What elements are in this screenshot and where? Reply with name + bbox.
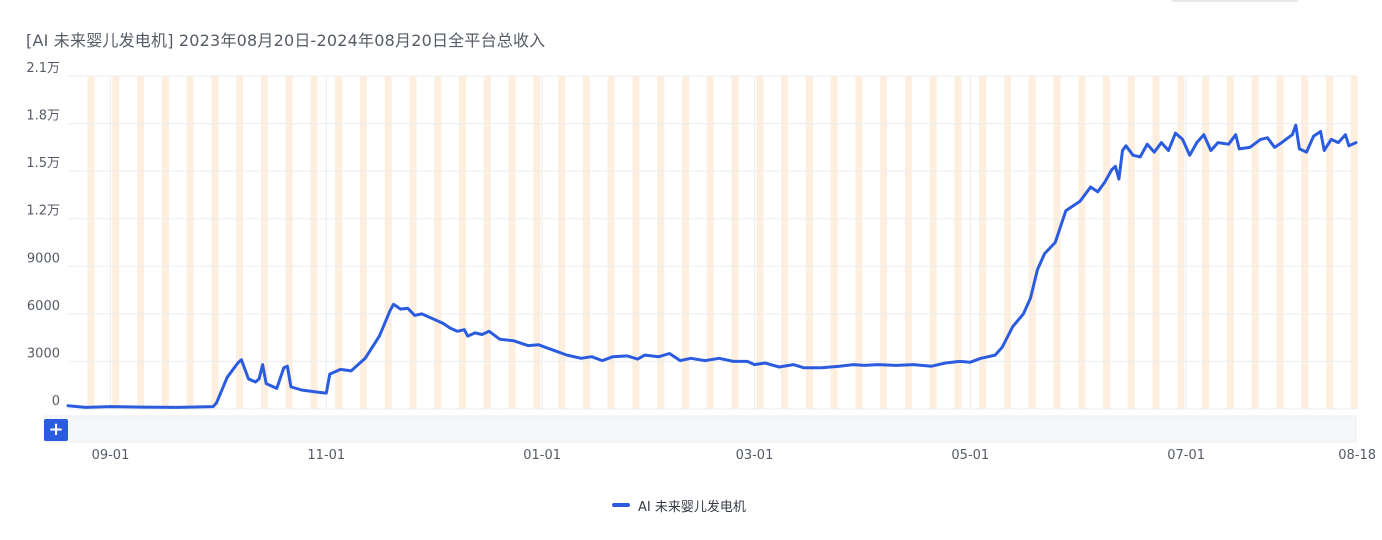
series-group xyxy=(66,123,1358,409)
y-tick-label: 1.2万 xyxy=(26,204,60,219)
x-tick-label: 01-01 xyxy=(523,448,561,463)
weekend-band xyxy=(508,76,516,409)
weekend-band xyxy=(731,76,739,409)
y-tick-label: 0 xyxy=(52,394,60,409)
y-tick-label: 6000 xyxy=(27,299,60,314)
weekend-band xyxy=(211,76,219,409)
y-tick-label: 1.8万 xyxy=(26,109,60,124)
weekend-bands xyxy=(87,76,1358,409)
weekend-band xyxy=(632,76,640,409)
weekend-band xyxy=(1028,76,1036,409)
weekend-band xyxy=(657,76,665,409)
weekend-band xyxy=(607,76,615,409)
x-tick-label: 05-01 xyxy=(951,448,989,463)
series-line xyxy=(66,123,1358,409)
weekend-band xyxy=(310,76,318,409)
weekend-band xyxy=(1053,76,1061,409)
weekend-band xyxy=(1078,76,1086,409)
weekend-band xyxy=(1251,76,1259,409)
weekend-band xyxy=(533,76,541,409)
weekend-band xyxy=(756,76,764,409)
legend-swatch xyxy=(612,503,630,507)
weekend-band xyxy=(1127,76,1135,409)
weekend-band xyxy=(805,76,813,409)
weekend-band xyxy=(384,76,392,409)
weekend-band xyxy=(830,76,838,409)
weekend-band xyxy=(979,76,987,409)
x-tick-label: 07-01 xyxy=(1167,448,1205,463)
x-tick-label: 08-18 xyxy=(1338,448,1376,463)
y-tick-label: 1.5万 xyxy=(26,156,60,171)
chart-title: [AI 未来婴儿发电机] 2023年08月20日-2024年08月20日全平台总… xyxy=(26,31,546,50)
weekend-band xyxy=(1350,76,1358,409)
y-tick-label: 3000 xyxy=(27,346,60,361)
y-tick-label: 2.1万 xyxy=(26,61,60,76)
weekend-band xyxy=(681,76,689,409)
x-tick-label: 03-01 xyxy=(736,448,774,463)
x-tick-label: 09-01 xyxy=(92,448,130,463)
weekend-band xyxy=(1301,76,1309,409)
zoom-in-button[interactable]: + xyxy=(44,419,68,441)
weekend-band xyxy=(161,76,169,409)
weekend-band xyxy=(87,76,95,409)
weekend-band xyxy=(954,76,962,409)
weekend-band xyxy=(335,76,343,409)
weekend-band xyxy=(582,76,590,409)
weekend-band xyxy=(285,76,293,409)
weekend-band xyxy=(236,76,244,409)
weekend-band xyxy=(434,76,442,409)
weekend-band xyxy=(459,76,467,409)
weekend-band xyxy=(706,76,714,409)
weekend-band xyxy=(483,76,491,409)
weekend-band xyxy=(1103,76,1111,409)
range-navigator xyxy=(43,415,1357,443)
weekend-band xyxy=(186,76,194,409)
weekend-band xyxy=(781,76,789,409)
weekend-band xyxy=(1226,76,1234,409)
weekend-band xyxy=(409,76,417,409)
navigator-track xyxy=(43,415,1357,443)
legend-label: AI 未来婴儿发电机 xyxy=(638,499,746,515)
weekend-band xyxy=(359,76,367,409)
weekend-band xyxy=(1325,76,1333,409)
legend[interactable]: AI 未来婴儿发电机 xyxy=(612,496,746,515)
weekend-band xyxy=(1003,76,1011,409)
weekend-band xyxy=(904,76,912,409)
weekend-band xyxy=(137,76,145,409)
x-axis-ticks: 09-01 11-01 01-01 03-01 05-01 07-01 08-18 xyxy=(92,448,1376,463)
y-tick-label: 9000 xyxy=(27,251,60,266)
weekend-band xyxy=(880,76,888,409)
weekend-band xyxy=(558,76,566,409)
weekend-band xyxy=(1276,76,1284,409)
weekend-band xyxy=(260,76,268,409)
weekend-band xyxy=(1202,76,1210,409)
grid-lines xyxy=(68,75,1356,410)
weekend-band xyxy=(929,76,937,409)
x-tick-label: 11-01 xyxy=(307,448,345,463)
weekend-band xyxy=(855,76,863,409)
weekend-band xyxy=(112,76,120,409)
y-axis-ticks: 0 3000 6000 9000 1.2万 1.5万 1.8万 2.1万 xyxy=(26,61,60,409)
weekend-band xyxy=(1177,76,1185,409)
weekend-band xyxy=(1152,76,1160,409)
top-tab-indicator xyxy=(1172,0,1298,2)
